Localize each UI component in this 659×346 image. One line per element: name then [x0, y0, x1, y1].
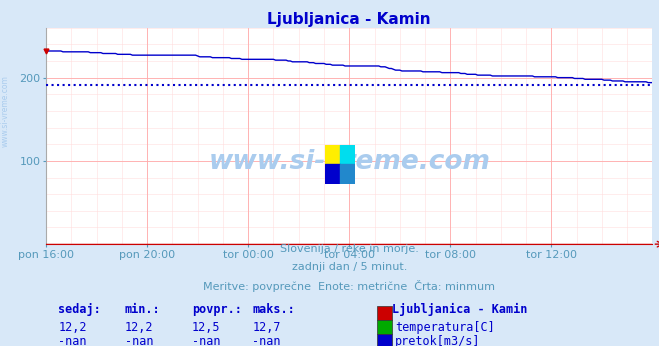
Text: min.:: min.:: [125, 303, 161, 316]
FancyBboxPatch shape: [376, 334, 391, 346]
Text: 12,7: 12,7: [252, 321, 281, 334]
Text: -nan: -nan: [58, 335, 87, 346]
Text: zadnji dan / 5 minut.: zadnji dan / 5 minut.: [291, 262, 407, 272]
Title: Ljubljanica - Kamin: Ljubljanica - Kamin: [268, 11, 431, 27]
Text: -nan: -nan: [125, 335, 154, 346]
Text: temperatura[C]: temperatura[C]: [395, 321, 494, 334]
Text: 12,2: 12,2: [58, 321, 87, 334]
Text: Meritve: povprečne  Enote: metrične  Črta: minmum: Meritve: povprečne Enote: metrične Črta:…: [203, 280, 496, 292]
Text: sedaj:: sedaj:: [58, 303, 101, 316]
Text: maks.:: maks.:: [252, 303, 295, 316]
Text: pretok[m3/s]: pretok[m3/s]: [395, 335, 480, 346]
Text: www.si-vreme.com: www.si-vreme.com: [208, 149, 490, 175]
Text: www.si-vreme.com: www.si-vreme.com: [1, 75, 10, 147]
Text: Ljubljanica - Kamin: Ljubljanica - Kamin: [391, 303, 527, 316]
Text: Slovenija / reke in morje.: Slovenija / reke in morje.: [280, 244, 418, 254]
Text: -nan: -nan: [192, 335, 220, 346]
Text: 12,2: 12,2: [125, 321, 154, 334]
FancyBboxPatch shape: [376, 320, 391, 334]
Text: povpr.:: povpr.:: [192, 303, 241, 316]
FancyBboxPatch shape: [376, 306, 391, 320]
Text: 12,5: 12,5: [192, 321, 220, 334]
Text: -nan: -nan: [252, 335, 281, 346]
